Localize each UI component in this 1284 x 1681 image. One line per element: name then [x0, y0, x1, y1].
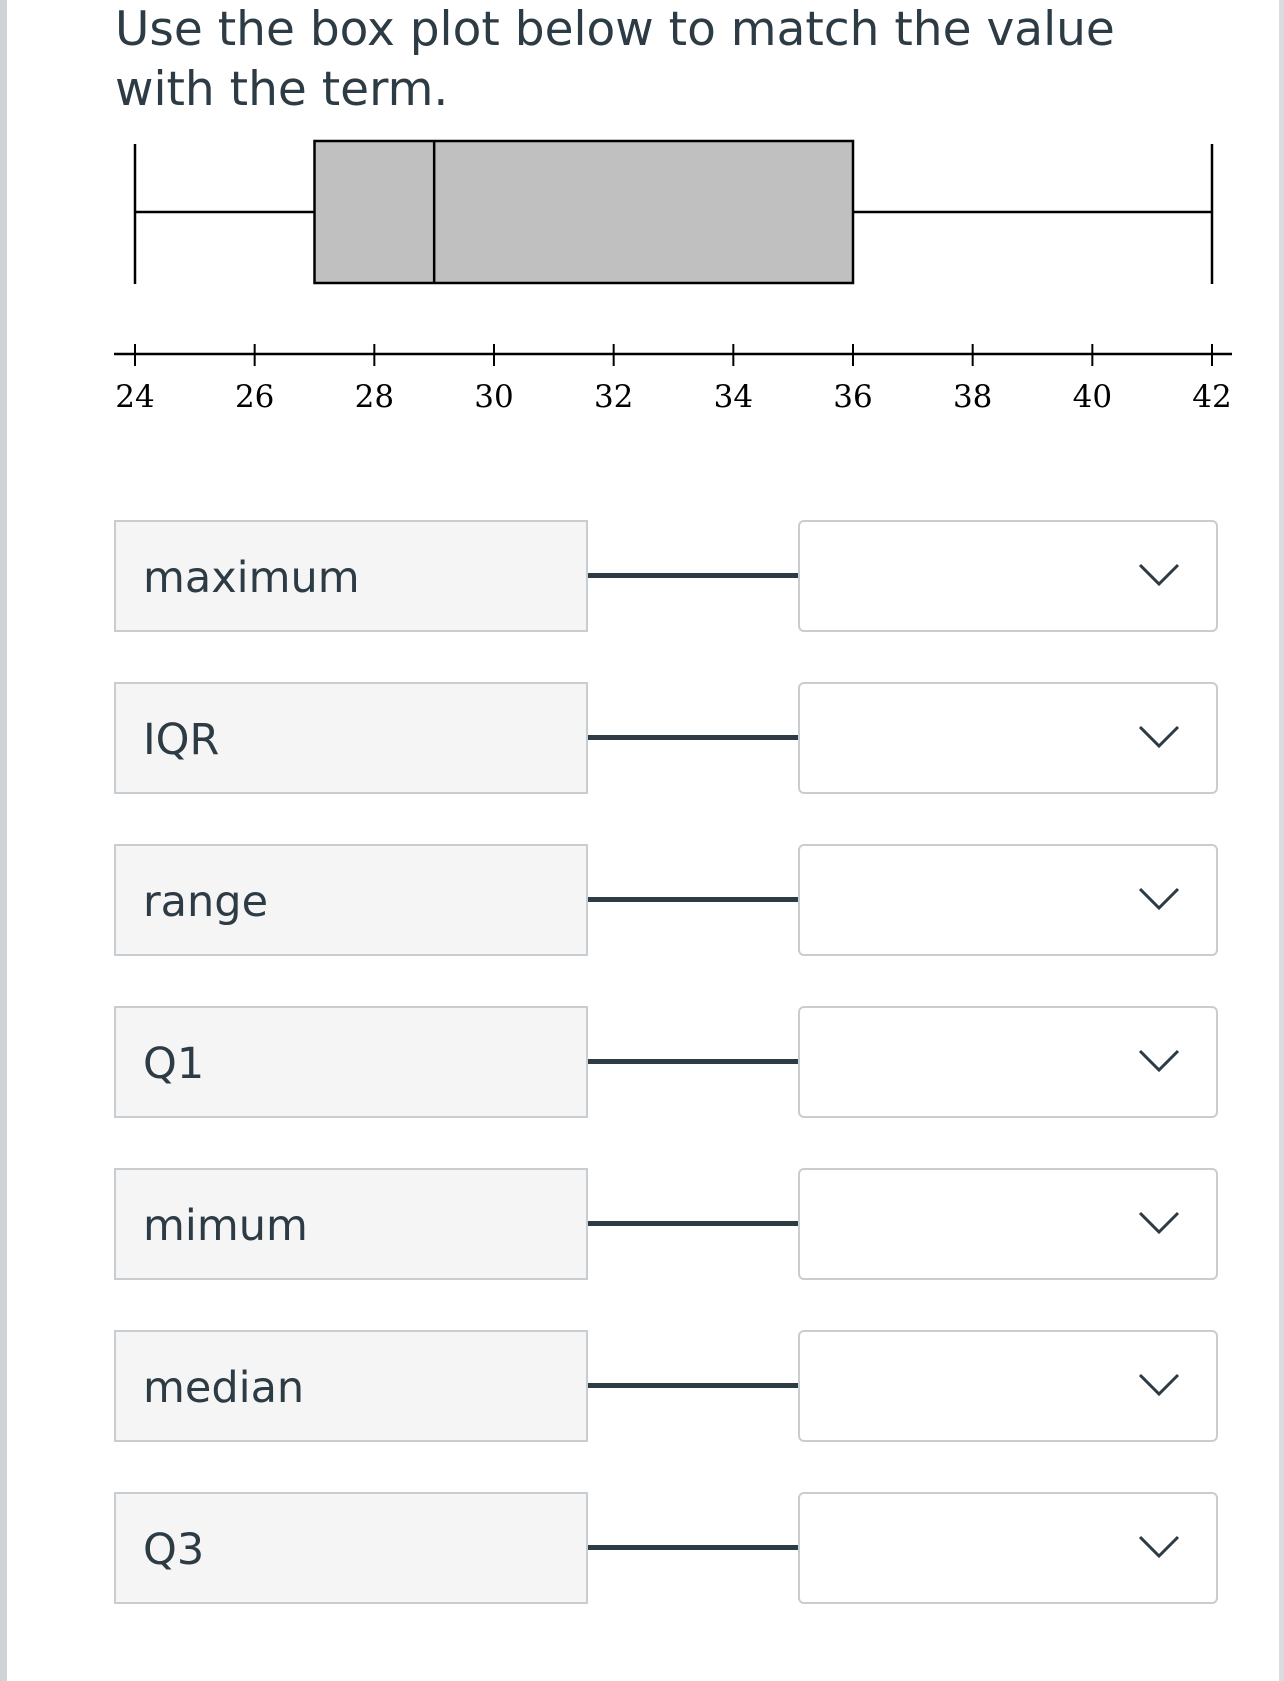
answer-select[interactable]: [798, 1330, 1218, 1442]
x-tick-label: 32: [594, 379, 633, 415]
term-box: range: [114, 844, 588, 956]
match-row-maximum: maximum: [114, 520, 1219, 632]
chevron-down-icon: [1138, 887, 1180, 911]
answer-select[interactable]: [798, 1006, 1218, 1118]
iqr-box: [313, 139, 855, 285]
answer-select[interactable]: [798, 1492, 1218, 1604]
chevron-down-icon: [1138, 725, 1180, 749]
x-tick-label: 42: [1192, 379, 1231, 415]
term-label: median: [143, 1363, 305, 1413]
term-box: Q3: [114, 1492, 588, 1604]
connector-line: [588, 1221, 798, 1226]
answer-select[interactable]: [798, 844, 1218, 956]
term-box: median: [114, 1330, 588, 1442]
answer-select[interactable]: [798, 520, 1218, 632]
chevron-down-icon: [1138, 563, 1180, 587]
connector-line: [588, 1545, 798, 1550]
match-row-q3: Q3: [114, 1492, 1219, 1604]
term-box: IQR: [114, 682, 588, 794]
answer-select[interactable]: [798, 1168, 1218, 1280]
term-label: range: [143, 877, 269, 927]
term-label: mimum: [143, 1201, 308, 1251]
connector-line: [588, 573, 798, 578]
x-tick-label: 30: [474, 379, 513, 415]
chevron-down-icon: [1138, 1211, 1180, 1235]
left-edge-strip: [0, 0, 7, 1681]
term-box: mimum: [114, 1168, 588, 1280]
x-tick-label: 28: [355, 379, 394, 415]
right-edge-strip: [1279, 0, 1284, 1681]
term-box: maximum: [114, 520, 588, 632]
match-row-q1: Q1: [114, 1006, 1219, 1118]
x-tick-label: 24: [115, 379, 154, 415]
x-tick-label: 26: [235, 379, 274, 415]
x-tick-label: 40: [1073, 379, 1112, 415]
match-row-mimum: mimum: [114, 1168, 1219, 1280]
x-tick-label: 38: [953, 379, 992, 415]
term-label: Q1: [143, 1039, 205, 1089]
term-label: maximum: [143, 553, 360, 603]
question-prompt: Use the box plot below to match the valu…: [115, 2, 1115, 117]
chevron-down-icon: [1138, 1049, 1180, 1073]
connector-line: [588, 897, 798, 902]
term-box: Q1: [114, 1006, 588, 1118]
term-label: IQR: [143, 715, 220, 765]
x-tick-label: 36: [833, 379, 872, 415]
term-label: Q3: [143, 1525, 205, 1575]
chevron-down-icon: [1138, 1535, 1180, 1559]
match-row-iqr: IQR: [114, 682, 1219, 794]
match-row-range: range: [114, 844, 1219, 956]
chevron-down-icon: [1138, 1373, 1180, 1397]
connector-line: [588, 735, 798, 740]
x-tick-label: 34: [714, 379, 753, 415]
connector-line: [588, 1383, 798, 1388]
answer-select[interactable]: [798, 682, 1218, 794]
match-row-median: median: [114, 1330, 1219, 1442]
box-plot-chart: 24 26 28 30 32 34 36 38 40 42: [114, 139, 1232, 415]
connector-line: [588, 1059, 798, 1064]
